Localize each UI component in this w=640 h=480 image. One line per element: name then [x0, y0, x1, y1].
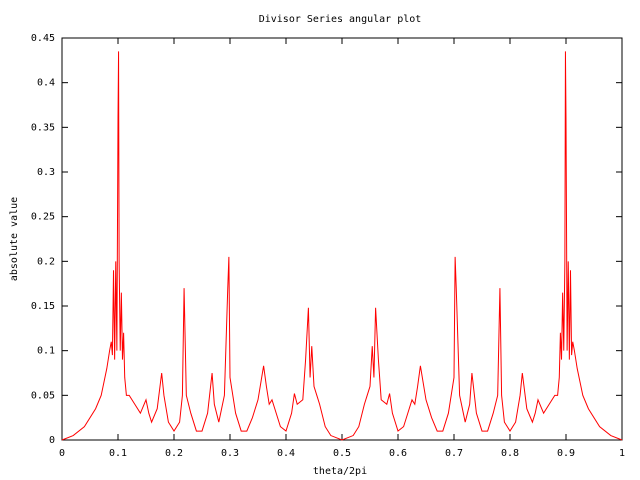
y-tick-label: 0.3 [37, 167, 55, 178]
y-tick-label: 0.45 [31, 33, 55, 44]
x-tick-label: 0.8 [501, 448, 519, 459]
y-axis-label: absolute value [9, 197, 20, 281]
x-tick-label: 0.4 [277, 448, 295, 459]
data-line [61, 51, 623, 441]
y-tick-label: 0.35 [31, 122, 55, 133]
y-tick-label: 0 [49, 435, 55, 446]
x-tick-label: 1 [619, 448, 625, 459]
x-axis-label: theta/2pi [313, 466, 367, 477]
chart-title: Divisor Series angular plot [259, 14, 422, 25]
x-tick-label: 0.1 [109, 448, 127, 459]
x-tick-label: 0.3 [221, 448, 239, 459]
x-tick-label: 0.2 [165, 448, 183, 459]
y-tick-label: 0.15 [31, 301, 55, 312]
y-tick-label: 0.2 [37, 256, 55, 267]
x-tick-label: 0.7 [445, 448, 463, 459]
y-tick-label: 0.25 [31, 212, 55, 223]
x-tick-label: 0 [59, 448, 65, 459]
y-tick-label: 0.1 [37, 346, 55, 357]
y-tick-label: 0.4 [37, 78, 55, 89]
x-tick-label: 0.5 [333, 448, 351, 459]
y-tick-label: 0.05 [31, 390, 55, 401]
x-tick-label: 0.6 [389, 448, 407, 459]
x-tick-label: 0.9 [557, 448, 575, 459]
